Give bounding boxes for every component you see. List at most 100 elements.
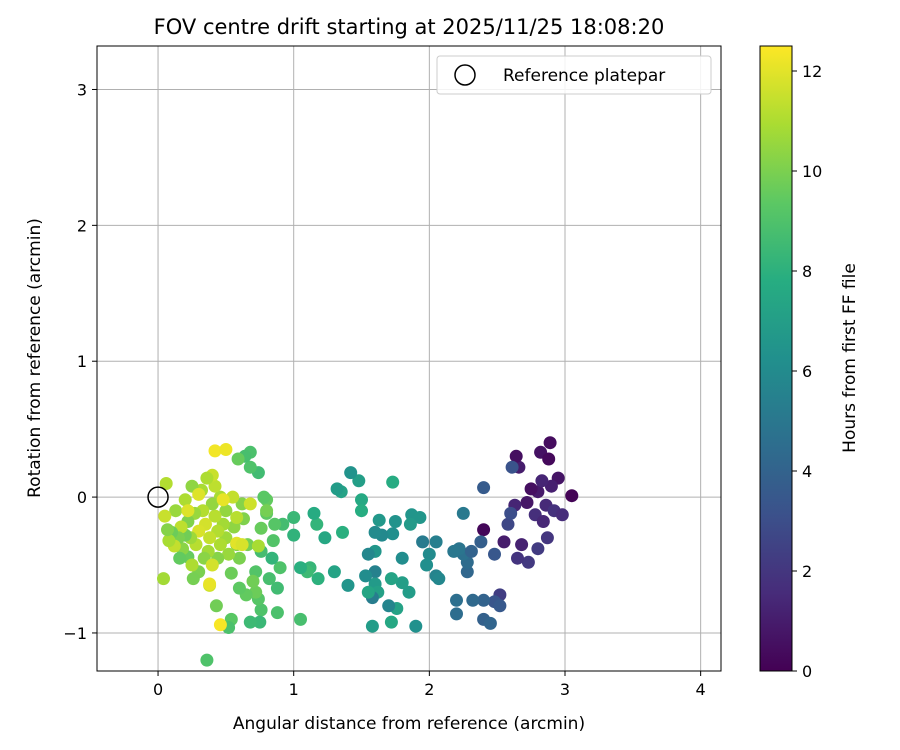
data-point: [200, 653, 214, 667]
data-point: [450, 593, 463, 607]
data-point: [509, 449, 523, 463]
data-point: [456, 506, 470, 520]
data-point: [344, 466, 358, 480]
x-tick-label: 2: [424, 680, 434, 699]
data-point: [270, 581, 284, 595]
data-point: [310, 517, 324, 531]
data-point: [422, 547, 436, 561]
data-point: [382, 599, 396, 613]
data-point: [174, 520, 188, 534]
data-point: [535, 474, 549, 488]
data-point: [200, 471, 214, 485]
data-point: [368, 525, 382, 539]
data-point: [246, 574, 260, 588]
data-point: [477, 593, 491, 607]
data-point: [409, 619, 423, 633]
data-point: [243, 615, 257, 629]
data-point: [395, 551, 409, 565]
data-point: [477, 523, 491, 537]
data-point: [178, 493, 192, 507]
data-point: [307, 506, 321, 520]
data-point: [361, 547, 375, 561]
data-point: [318, 531, 332, 545]
x-tick-label: 1: [289, 680, 299, 699]
data-point: [388, 515, 402, 528]
data-point: [555, 508, 569, 522]
data-point: [540, 531, 554, 545]
data-point: [205, 497, 219, 511]
data-point: [260, 504, 274, 518]
data-point: [257, 490, 271, 504]
data-point: [270, 606, 284, 620]
data-point: [327, 565, 341, 579]
data-point: [203, 577, 217, 591]
data-point: [420, 558, 434, 572]
data-point: [511, 551, 524, 565]
data-point: [520, 496, 534, 509]
data-point: [162, 534, 176, 548]
data-point: [386, 475, 400, 489]
data-point: [157, 572, 170, 586]
data-point: [161, 523, 174, 537]
data-point: [185, 558, 199, 572]
data-point: [273, 561, 287, 575]
x-axis-ticks: 0 1 2 3 4: [153, 671, 706, 699]
y-tick-label: 0: [77, 488, 87, 507]
data-point: [403, 517, 417, 531]
legend-box: [436, 55, 712, 95]
data-point: [384, 572, 398, 586]
data-point: [232, 551, 246, 565]
colorbar-ticks: 0 2 4 6 8 10 12: [792, 62, 822, 681]
data-point: [365, 619, 379, 633]
data-point: [205, 558, 219, 572]
data-point: [395, 576, 409, 590]
data-point: [544, 479, 558, 493]
data-point: [543, 436, 557, 450]
data-point: [384, 615, 398, 629]
data-point: [181, 504, 195, 518]
x-tick-label: 0: [153, 680, 163, 699]
data-point: [515, 538, 529, 552]
data-point: [231, 452, 245, 466]
data-point: [341, 578, 355, 592]
x-tick-label: 3: [560, 680, 570, 699]
data-point: [416, 535, 430, 549]
data-point: [243, 497, 257, 511]
data-point: [311, 572, 325, 586]
data-point: [386, 527, 400, 541]
data-point: [536, 515, 550, 528]
data-point: [505, 460, 519, 474]
data-point: [450, 607, 463, 621]
data-point: [447, 544, 461, 558]
data-point: [432, 572, 446, 586]
x-tick-label: 4: [696, 680, 706, 699]
colorbar-label: Hours from first FF file: [840, 263, 860, 453]
data-point: [254, 603, 268, 617]
data-point: [262, 572, 276, 586]
colorbar-tick-label: 2: [802, 562, 812, 581]
data-point: [330, 482, 344, 496]
data-point: [159, 477, 173, 490]
data-point: [169, 504, 183, 518]
y-axis-label: Rotation from reference (arcmin): [25, 218, 45, 498]
data-point: [565, 489, 579, 503]
legend: Reference platepar: [436, 55, 712, 95]
data-point: [531, 542, 545, 556]
data-point: [192, 487, 206, 501]
data-point: [287, 528, 301, 542]
data-point: [466, 593, 480, 607]
data-point: [413, 511, 427, 524]
data-point: [501, 517, 515, 531]
y-axis-ticks: −1 0 1 2 3: [63, 80, 97, 643]
data-point: [232, 581, 246, 595]
data-point: [524, 482, 538, 496]
data-point: [294, 561, 307, 575]
data-point: [253, 615, 267, 629]
data-point: [504, 506, 518, 520]
data-point: [230, 511, 244, 524]
legend-label: Reference platepar: [503, 66, 665, 86]
data-point: [158, 509, 172, 523]
data-point: [208, 479, 222, 493]
reference-platepar-marker: [147, 486, 169, 508]
